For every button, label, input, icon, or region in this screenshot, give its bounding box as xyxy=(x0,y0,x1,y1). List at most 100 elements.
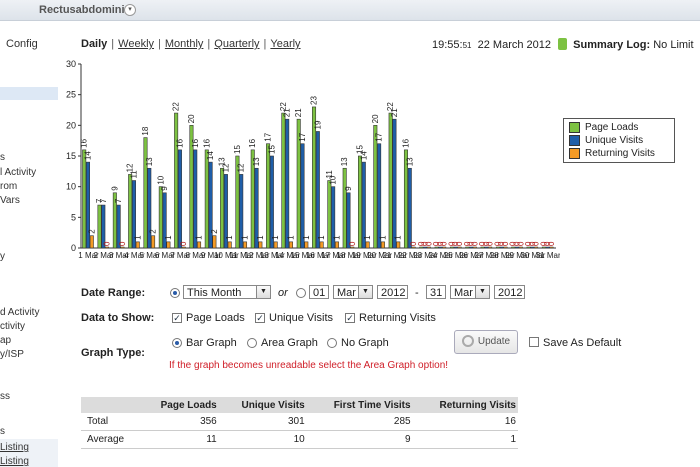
date-preset-value: This Month xyxy=(187,287,242,299)
data-label: 7 xyxy=(95,198,104,203)
data-label: 22 xyxy=(279,102,288,111)
sidebar-item-config[interactable]: Config xyxy=(6,38,38,50)
data-label: 12 xyxy=(221,163,230,172)
from-year-input[interactable]: 2012 xyxy=(377,285,408,299)
sidebar-item[interactable]: Vars xyxy=(0,195,20,206)
data-label: 13 xyxy=(405,157,414,166)
sidebar-item[interactable]: y/ISP xyxy=(0,349,24,360)
sidebar-item[interactable]: Listing xyxy=(0,442,29,453)
table-row: Average 11 10 9 1 xyxy=(81,430,518,449)
page-loads-bar xyxy=(189,125,194,249)
data-label: 13 xyxy=(340,157,349,166)
tab-separator: | xyxy=(207,38,211,50)
data-label: 1 xyxy=(241,235,250,240)
sidebar-item[interactable]: ctivity xyxy=(0,321,25,332)
save-default-checkbox[interactable] xyxy=(529,337,539,347)
from-day-input[interactable]: 01 xyxy=(309,285,329,299)
data-label: 13 xyxy=(218,157,227,166)
sidebar-item[interactable]: y xyxy=(0,251,5,262)
legend-swatch xyxy=(569,135,580,146)
data-label: 13 xyxy=(252,157,261,166)
page-loads-bar xyxy=(327,180,332,249)
data-label: 19 xyxy=(313,120,322,129)
data-label: 14 xyxy=(206,151,215,160)
update-button[interactable]: Update xyxy=(454,330,518,354)
data-label: 20 xyxy=(187,114,196,123)
data-label: 7 xyxy=(99,198,108,203)
returning-visits-bar xyxy=(212,235,217,249)
sidebar-item[interactable]: Listing xyxy=(0,456,29,467)
data-label: 9 xyxy=(110,186,119,191)
tab-yearly[interactable]: Yearly xyxy=(270,38,301,50)
unique-visits-bar xyxy=(177,149,182,249)
clock-date: 22 March 2012 xyxy=(477,39,552,51)
data-label: 0 xyxy=(524,241,533,246)
sidebar-item[interactable]: s xyxy=(0,152,5,163)
returning-visits-bar xyxy=(534,246,539,249)
sidebar-item[interactable]: rom xyxy=(0,181,18,192)
sidebar-item[interactable]: s xyxy=(0,426,5,437)
table-row: Total 356 301 285 16 xyxy=(81,413,518,431)
returning-visits-bar xyxy=(319,241,324,249)
data-label: 15 xyxy=(267,145,276,154)
tab-quarterly[interactable]: Quarterly xyxy=(214,38,260,50)
unique-visits-bar xyxy=(101,204,106,249)
to-year-input[interactable]: 2012 xyxy=(494,285,525,299)
returning-visits-bar xyxy=(227,241,232,249)
data-label: 0 xyxy=(543,241,552,246)
tab-weekly[interactable]: Weekly xyxy=(118,38,155,50)
refresh-icon xyxy=(461,335,474,347)
returning-visits-bar xyxy=(120,246,125,249)
preset-radio[interactable] xyxy=(170,288,180,298)
graph-type-label: Graph Type: xyxy=(81,347,145,359)
unique-visits-bar xyxy=(392,118,397,249)
area-graph-radio[interactable] xyxy=(247,338,257,348)
page-loads-bar xyxy=(541,246,546,249)
data-label: 0 xyxy=(455,241,464,246)
unique-visits-bar xyxy=(331,186,336,249)
from-year-value: 2012 xyxy=(381,287,406,299)
data-label: 10 xyxy=(156,175,165,184)
unique-visits-checkbox[interactable]: ✓ xyxy=(255,313,265,323)
from-month-select[interactable]: Mar ▼ xyxy=(333,285,373,299)
sidebar-item[interactable]: d Activity xyxy=(0,307,40,318)
to-month-select[interactable]: Mar ▼ xyxy=(450,285,490,299)
x-tick-label: 2 Mar xyxy=(94,251,115,260)
data-label: 7 xyxy=(114,198,123,203)
custom-range-radio[interactable] xyxy=(296,288,306,298)
chart-legend: Page Loads Unique Visits Returning Visit… xyxy=(563,118,675,163)
unique-visits-bar xyxy=(254,167,259,249)
page-loads-bar xyxy=(174,112,179,249)
tab-separator: | xyxy=(111,38,115,50)
date-preset-select[interactable]: This Month ▼ xyxy=(183,285,271,299)
unique-visits-bar xyxy=(484,246,489,249)
x-tick-label: 12 Mar xyxy=(245,251,270,260)
page-loads-checkbox[interactable]: ✓ xyxy=(172,313,182,323)
table-cell: 16 xyxy=(412,413,518,431)
returning-visits-bar xyxy=(243,241,248,249)
sidebar-item[interactable]: l Activity xyxy=(0,167,37,178)
unique-visits-bar xyxy=(377,143,382,249)
returning-visits-bar xyxy=(273,241,278,249)
sidebar-item[interactable]: ap xyxy=(0,335,12,346)
data-label: 1 xyxy=(378,235,387,240)
data-label: 0 xyxy=(486,241,495,246)
returning-visits-checkbox[interactable]: ✓ xyxy=(345,313,355,323)
data-label: 0 xyxy=(501,241,510,246)
no-graph-radio[interactable] xyxy=(327,338,337,348)
data-label: 16 xyxy=(80,138,89,147)
site-dropdown-icon[interactable]: ▾ xyxy=(124,4,136,16)
tab-daily[interactable]: Daily xyxy=(81,38,108,50)
chevron-down-icon: ▼ xyxy=(475,286,489,298)
table-cell: Average xyxy=(81,430,141,449)
returning-visits-bar xyxy=(334,241,339,249)
unique-visits-bar xyxy=(515,246,519,249)
bar-graph-radio[interactable] xyxy=(172,338,182,348)
data-label: 0 xyxy=(467,241,476,246)
to-day-input[interactable]: 31 xyxy=(426,285,446,299)
tab-monthly[interactable]: Monthly xyxy=(164,38,204,50)
data-label: 14 xyxy=(84,151,93,160)
page-loads-bar xyxy=(434,246,439,249)
sidebar-item[interactable]: ss xyxy=(0,391,10,402)
clock-time: 19:55: xyxy=(432,39,463,51)
